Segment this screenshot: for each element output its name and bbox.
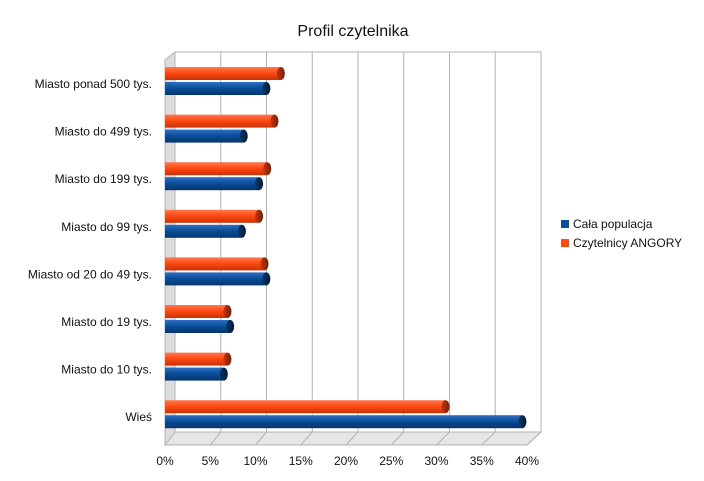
x-tick-label: 25% — [379, 454, 403, 468]
bar-body — [165, 320, 231, 333]
bar-body — [165, 224, 242, 238]
floor-gridline — [345, 431, 359, 446]
bar-end-cap — [262, 272, 271, 286]
bar-body — [165, 162, 268, 176]
legend-label: Cała populacja — [573, 217, 653, 231]
bar-czytelnicy-angory — [165, 400, 450, 414]
legend: Cała populacja Czytelnicy ANGORY — [561, 217, 682, 250]
floor-gridline — [436, 431, 450, 446]
x-tick-label: 15% — [289, 454, 313, 468]
x-tick-label: 40% — [515, 454, 539, 468]
category-label: Miasto do 199 tys. — [55, 172, 152, 186]
bar-cala-populacja — [165, 224, 246, 238]
bar-end-cap — [223, 352, 232, 366]
bar-body — [165, 305, 228, 318]
category-label: Miasto do 19 tys. — [61, 315, 152, 329]
bar-cala-populacja — [165, 320, 235, 333]
bar-end-cap — [441, 400, 450, 414]
bar-cala-populacja — [165, 129, 248, 143]
bar-end-cap — [262, 82, 271, 95]
bar-czytelnicy-angory — [165, 162, 272, 176]
bar-end-cap — [226, 320, 235, 333]
category-label: Miasto do 10 tys. — [61, 363, 152, 377]
bar-czytelnicy-angory — [165, 67, 285, 80]
bar-cala-populacja — [165, 415, 527, 429]
bar-body — [165, 177, 260, 191]
bar-body — [165, 82, 267, 95]
x-tick-label: 5% — [202, 454, 220, 468]
bar-czytelnicy-angory — [165, 114, 279, 128]
category-label: Miasto do 99 tys. — [61, 220, 152, 234]
plot-floor — [163, 431, 543, 446]
legend-swatch — [561, 239, 569, 247]
floor-gridline — [255, 431, 267, 446]
bar-body — [165, 272, 267, 286]
bar-body — [165, 209, 260, 223]
bar-end-cap — [260, 257, 269, 271]
bar-body — [165, 367, 224, 381]
gridlines — [209, 52, 542, 446]
category-labels: Miasto ponad 500 tys. Miasto do 499 tys. M… — [28, 77, 152, 424]
x-tick-label: 0% — [156, 454, 174, 468]
bar-cala-populacja — [165, 272, 271, 286]
bar-cala-populacja — [165, 367, 228, 381]
bar-body — [165, 400, 446, 414]
category-label: Miasto ponad 500 tys. — [35, 77, 152, 91]
x-tick-label: 10% — [243, 454, 267, 468]
bar-end-cap — [237, 224, 246, 238]
floor-gridline — [300, 431, 313, 446]
bar-cala-populacja — [165, 82, 271, 95]
bar-body — [165, 415, 523, 429]
floor-gridline — [209, 431, 222, 446]
bar-czytelnicy-angory — [165, 257, 269, 271]
x-tick-labels: 0% 5% 10% 15% 20% 25% 30% 35% 40% — [156, 454, 539, 468]
bar-end-cap — [255, 209, 264, 223]
bar-end-cap — [518, 415, 527, 429]
legend-swatch — [561, 220, 569, 228]
bar-body — [165, 114, 275, 128]
chart-title: Profil czytelnika — [297, 23, 408, 40]
bar-body — [165, 352, 228, 366]
bar-czytelnicy-angory — [165, 352, 232, 366]
bar-end-cap — [255, 177, 264, 191]
bar-end-cap — [219, 367, 228, 381]
bar-czytelnicy-angory — [165, 209, 264, 223]
category-label: Miasto od 20 do 49 tys. — [28, 267, 152, 281]
legend-label: Czytelnicy ANGORY — [573, 236, 682, 250]
bar-end-cap — [223, 305, 232, 318]
plot-side-wall — [164, 50, 176, 447]
category-label: Wieś — [125, 410, 152, 424]
bar-body — [165, 129, 244, 143]
floor-gridline — [390, 431, 405, 446]
floor-gridline — [481, 431, 496, 446]
bar-end-cap — [239, 129, 248, 143]
bars — [165, 67, 527, 429]
x-tick-label: 35% — [470, 454, 494, 468]
bar-body — [165, 257, 265, 271]
floor-gridline — [526, 431, 542, 446]
plot-frame — [163, 50, 543, 447]
bar-end-cap — [263, 162, 272, 176]
category-label: Miasto do 499 tys. — [55, 125, 152, 139]
bar-cala-populacja — [165, 177, 264, 191]
x-tick-label: 20% — [334, 454, 358, 468]
bar-end-cap — [270, 114, 279, 128]
bar-czytelnicy-angory — [165, 305, 232, 318]
x-tick-label: 30% — [424, 454, 448, 468]
bar-end-cap — [276, 67, 285, 80]
bar-body — [165, 67, 281, 80]
